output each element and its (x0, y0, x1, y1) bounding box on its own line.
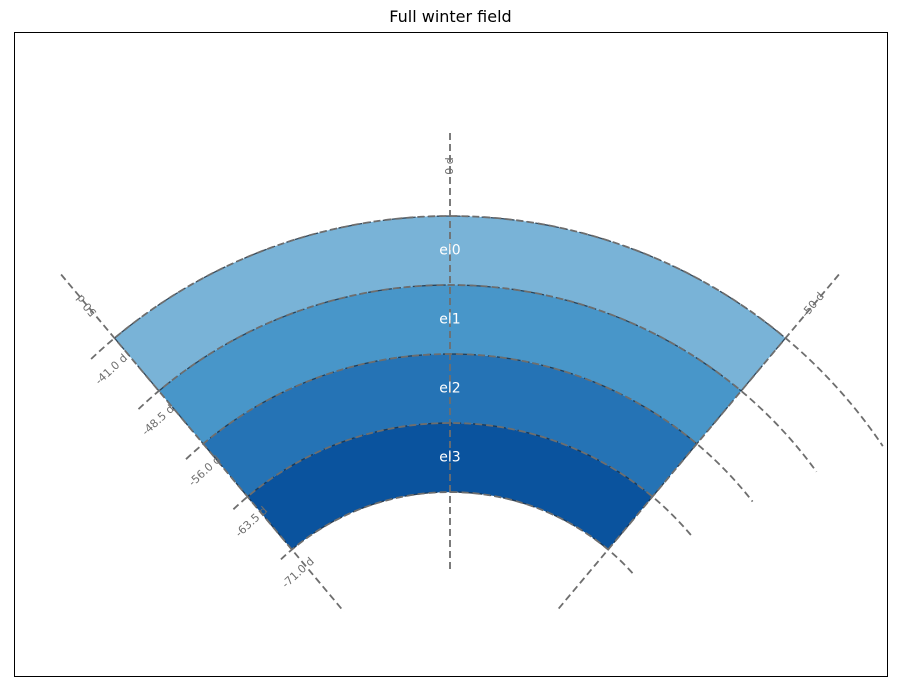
angle-label-top: 0 d (443, 157, 456, 174)
band-el0 (114, 216, 786, 391)
band-el2 (203, 353, 697, 497)
band-label-el1: el1 (439, 312, 460, 328)
right-radial-guide (555, 273, 840, 613)
radius-label-0: -41.0 d (93, 351, 130, 387)
radius-label-1: -48.5 d (139, 402, 176, 438)
radius-guide-arc-0 (90, 215, 884, 447)
band-el1 (158, 285, 742, 444)
angle-label-left: 50 d (74, 292, 100, 319)
band-label-el2: el2 (439, 381, 460, 397)
plot-frame (14, 32, 888, 677)
band-label-el3: el3 (439, 450, 460, 466)
ring-boundary-4 (291, 491, 609, 551)
radius-label-3: -63.5 d (233, 504, 270, 540)
radius-label-2: -56.0 d (186, 453, 223, 489)
radius-guide-arc-1 (137, 284, 818, 473)
band-label-el0: el0 (439, 243, 460, 259)
radius-guide-arc-3 (232, 422, 692, 537)
radius-guide-arc-4 (280, 491, 634, 575)
left-radial-guide (60, 273, 345, 613)
guides-layer (60, 133, 884, 613)
chart-title: Full winter field (389, 7, 512, 26)
radius-guide-arc-2 (185, 353, 754, 503)
